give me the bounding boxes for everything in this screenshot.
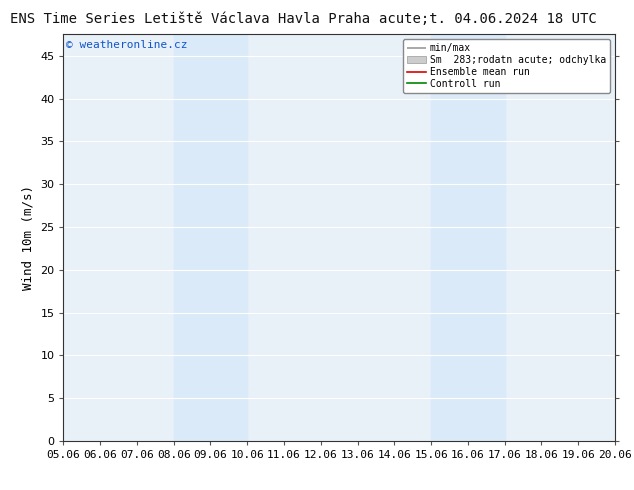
Text: ENS Time Series Letiště Václava Havla Praha: ENS Time Series Letiště Václava Havla Pr…: [10, 12, 370, 26]
Bar: [174, 34, 247, 441]
Text: acute;t. 04.06.2024 18 UTC: acute;t. 04.06.2024 18 UTC: [379, 12, 597, 26]
Y-axis label: Wind 10m (m/s): Wind 10m (m/s): [22, 185, 35, 290]
Text: © weatheronline.cz: © weatheronline.cz: [66, 40, 188, 50]
Legend: min/max, Sm  283;rodatn acute; odchylka, Ensemble mean run, Controll run: min/max, Sm 283;rodatn acute; odchylka, …: [403, 39, 610, 93]
Bar: [431, 34, 505, 441]
